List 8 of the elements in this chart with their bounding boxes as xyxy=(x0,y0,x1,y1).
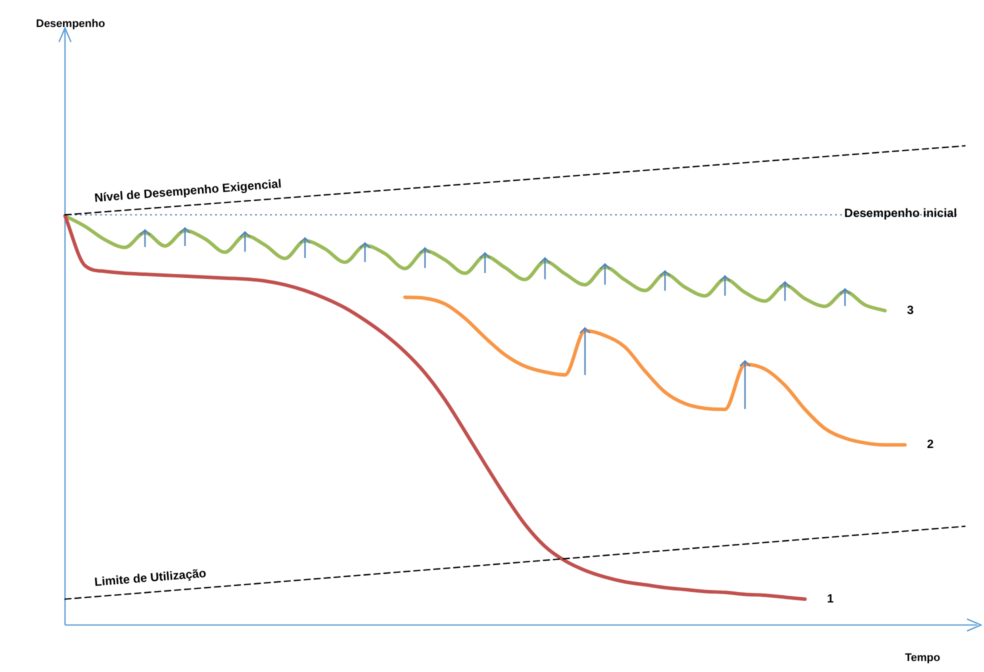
series-label: Limite de Utilização xyxy=(94,566,207,590)
series-label: 2 xyxy=(927,437,934,452)
text: Desempenho xyxy=(36,18,106,30)
series-label: 1 xyxy=(827,591,834,606)
series-label: Nível de Desempenho Exigencial xyxy=(94,176,282,205)
series-label: 3 xyxy=(907,302,914,317)
ref-line-label: Desempenho inicial xyxy=(844,206,957,220)
x-axis-title: Tempo xyxy=(905,652,940,664)
